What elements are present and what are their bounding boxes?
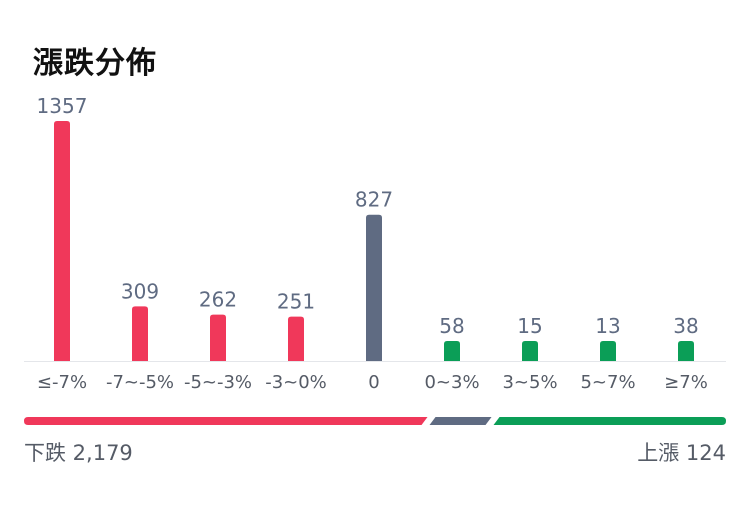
value-label-5: 58 [439, 314, 464, 338]
bar-5 [444, 341, 460, 361]
ratio-segment-flat [429, 417, 492, 425]
value-label-0: 1357 [37, 94, 88, 118]
tick-label-6: 3~5% [502, 372, 557, 393]
tick-label-0: ≤-7% [37, 372, 87, 393]
tick-label-7: 5~7% [580, 372, 635, 393]
value-label-2: 262 [199, 288, 237, 312]
bar-1 [132, 306, 148, 361]
bar-3 [288, 316, 304, 361]
value-label-6: 15 [517, 314, 542, 338]
value-labels-group: 1357 309 262 251 827 58 15 13 38 [37, 94, 699, 338]
value-label-1: 309 [121, 279, 159, 303]
ratio-bar [24, 417, 726, 425]
tick-labels-group: ≤-7% -7~-5% -5~-3% -3~0% 0 0~3% 3~5% 5~7% ≥7% [37, 372, 708, 393]
down-total-label: 下跌 2,179 [24, 441, 133, 465]
tick-label-4: 0 [368, 372, 379, 393]
bar-8 [678, 341, 694, 361]
tick-label-3: -3~0% [265, 372, 327, 393]
ratio-segment-up [493, 417, 726, 425]
tick-label-1: -7~-5% [106, 372, 174, 393]
tick-label-8: ≥7% [664, 372, 708, 393]
value-label-7: 13 [595, 314, 620, 338]
up-total-label: 上漲 124 [637, 441, 726, 465]
bar-0 [54, 121, 70, 361]
bar-6 [522, 341, 538, 361]
value-label-4: 827 [355, 188, 393, 212]
tick-label-2: -5~-3% [184, 372, 252, 393]
chart-title: 漲跌分佈 [33, 46, 157, 81]
bar-4 [366, 214, 382, 361]
value-label-8: 38 [673, 314, 698, 338]
value-label-3: 251 [277, 290, 315, 314]
tick-label-5: 0~3% [424, 372, 479, 393]
bar-7 [600, 341, 616, 361]
ratio-segment-down [24, 417, 428, 425]
bars-group [54, 121, 694, 361]
bar-2 [210, 314, 226, 361]
